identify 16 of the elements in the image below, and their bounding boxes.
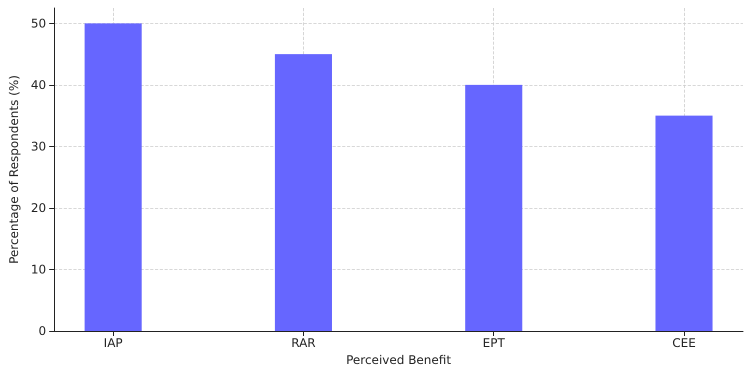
bar (465, 84, 522, 331)
y-tick-label: 50 (30, 16, 46, 30)
y-tick-label: 30 (30, 139, 46, 154)
y-tick-label: 40 (30, 78, 46, 92)
x-tick-label: RAR (291, 336, 316, 350)
y-tick-label: 10 (30, 262, 46, 276)
x-tick-label: IAP (104, 336, 123, 350)
x-tick-label: CEE (672, 336, 696, 350)
bar (84, 23, 142, 331)
x-axis-title: Perceived Benefit (346, 352, 452, 367)
bar (655, 116, 713, 331)
x-tick-label: EPT (482, 336, 506, 350)
y-tick-label: 0 (38, 324, 46, 338)
y-tick-label: 20 (30, 200, 46, 215)
y-axis-title: Percentage of Respondents (%) (7, 75, 21, 264)
bar (274, 54, 332, 331)
